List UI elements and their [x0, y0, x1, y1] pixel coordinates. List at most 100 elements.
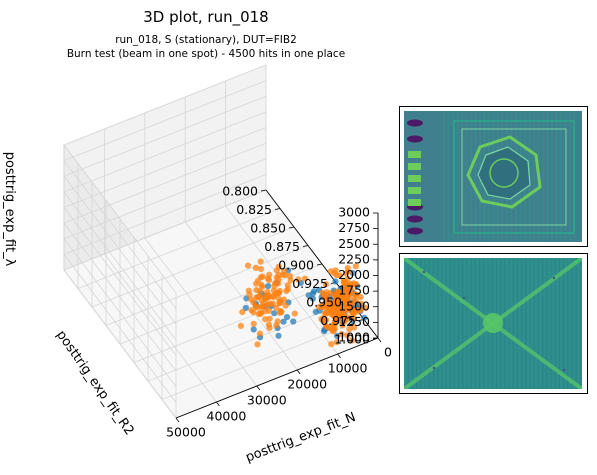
data-point-series-2	[237, 322, 244, 329]
y-tick-label: 0.800	[222, 184, 258, 199]
data-point-series-2	[265, 294, 272, 301]
data-point-series-2	[327, 308, 334, 315]
data-point-series-1	[275, 332, 282, 339]
data-point-series-1	[250, 326, 257, 333]
data-point-series-2	[318, 315, 325, 323]
data-point-series-2	[332, 319, 339, 326]
data-point-series-1	[242, 304, 249, 312]
data-point-series-2	[338, 331, 345, 338]
data-point-series-2	[346, 303, 353, 310]
data-point-series-2	[254, 341, 261, 348]
data-point-series-2	[344, 264, 351, 272]
data-point-series-2	[248, 307, 255, 314]
data-point-series-2	[352, 263, 359, 270]
data-point-series-2	[362, 304, 369, 311]
data-point-series-2	[330, 327, 337, 334]
data-point-series-2	[259, 283, 266, 290]
data-point-series-2	[255, 277, 262, 284]
data-point-series-2	[276, 309, 283, 316]
x-tick-label: 30000	[247, 393, 287, 408]
data-point-series-2	[272, 280, 279, 287]
y-tick-label: 0.825	[236, 202, 272, 217]
data-point-series-1	[290, 318, 297, 325]
data-point-series-1	[312, 308, 319, 315]
data-point-series-2	[273, 322, 280, 329]
data-point-series-1	[309, 295, 316, 302]
data-point-series-2	[266, 324, 273, 332]
data-point-series-2	[357, 306, 364, 314]
data-point-series-2	[256, 293, 263, 300]
data-point-series-2	[315, 304, 322, 311]
data-point-series-2	[248, 296, 255, 303]
data-point-series-2	[252, 264, 259, 271]
chart-title: 3D plot, run_018	[143, 8, 269, 26]
data-point-series-2	[322, 281, 329, 288]
y-tick-label: 0.975	[320, 313, 356, 328]
y-tick-label: 1.000	[334, 332, 370, 347]
data-point-series-2	[342, 270, 350, 277]
data-point-series-2	[323, 317, 330, 324]
chart-subtitle-line-1: run_018, S (stationary), DUT=FIB2	[115, 34, 297, 46]
data-point-series-2	[264, 288, 271, 295]
data-point-series-1	[309, 290, 316, 297]
data-point-series-2	[255, 310, 262, 317]
data-point-series-2	[340, 279, 347, 286]
z-tick-label: 2500	[338, 236, 370, 251]
chart-subtitle-line-2: Burn test (beam in one spot) - 4500 hits…	[66, 48, 346, 60]
z-tick-label: 1250	[338, 314, 370, 329]
y-tick-label: 0.875	[264, 239, 300, 254]
data-point-series-2	[333, 339, 340, 346]
y-tick-label: 0.950	[306, 295, 342, 310]
data-point-series-2	[332, 267, 339, 274]
x-tick-label: 50000	[166, 425, 206, 440]
z-tick-label: 2750	[338, 220, 370, 235]
data-point-series-2	[266, 315, 273, 322]
data-point-series-2	[275, 295, 282, 302]
data-points	[237, 258, 369, 348]
z-tick-label: 2000	[338, 267, 370, 282]
data-point-series-2	[333, 272, 340, 279]
z-tick-label: 1750	[338, 283, 370, 298]
data-point-series-2	[256, 330, 263, 337]
data-point-series-2	[270, 300, 277, 307]
data-point-series-2	[262, 316, 269, 323]
data-point-series-1	[333, 332, 341, 339]
data-point-series-2	[346, 326, 353, 333]
data-point-series-2	[351, 324, 358, 331]
data-point-series-2	[286, 273, 294, 280]
data-point-series-1	[271, 310, 278, 317]
data-point-series-2	[258, 303, 265, 310]
data-point-series-2	[352, 297, 359, 304]
data-point-series-2	[245, 287, 252, 294]
data-point-series-2	[339, 322, 346, 329]
data-point-series-2	[266, 271, 273, 278]
data-point-series-2	[257, 258, 264, 265]
x-tick-label: 10000	[328, 361, 368, 376]
data-point-series-2	[337, 311, 344, 318]
z-tick-label: 2250	[338, 251, 370, 266]
x-tick-label: 20000	[287, 377, 327, 392]
data-point-series-2	[282, 302, 289, 309]
data-point-series-2	[239, 309, 246, 316]
data-point-series-2	[344, 332, 351, 339]
x-tick-label: 40000	[207, 409, 247, 424]
z-axis-label: posttrig_exp_fit_λ	[2, 152, 17, 267]
data-point-series-2	[275, 271, 282, 278]
data-point-series-2	[291, 310, 298, 317]
data-point-series-1	[280, 318, 287, 325]
z-tick-label: 1500	[338, 298, 370, 313]
data-point-series-2	[323, 323, 330, 331]
x-tick-label: 0	[384, 345, 392, 360]
data-point-series-2	[250, 320, 257, 327]
data-point-series-2	[257, 265, 265, 273]
data-point-series-2	[280, 296, 287, 303]
design-layout-image	[404, 111, 582, 242]
data-point-series-2	[295, 276, 302, 283]
data-point-series-2	[275, 263, 282, 270]
data-point-series-2	[349, 337, 356, 344]
y-tick-label: 0.850	[250, 221, 286, 236]
data-point-series-1	[265, 283, 272, 290]
data-point-series-2	[340, 299, 347, 306]
data-point-series-2	[269, 293, 277, 300]
